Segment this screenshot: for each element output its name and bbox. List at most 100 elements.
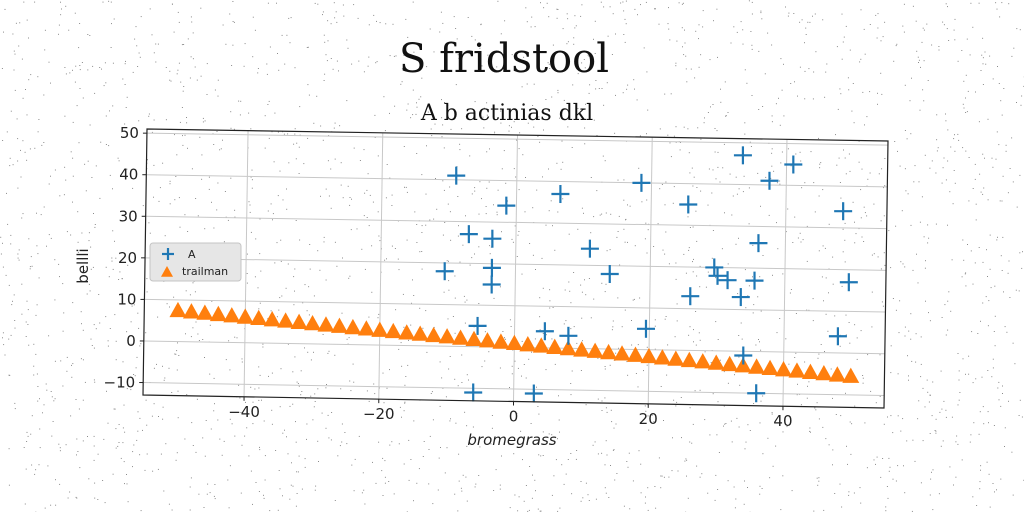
noise-speck [941, 317, 943, 318]
noise-speck [280, 260, 282, 262]
noise-speck [459, 143, 461, 145]
noise-speck [886, 486, 888, 487]
noise-speck [646, 133, 647, 135]
noise-speck [605, 212, 607, 214]
noise-speck [401, 68, 403, 70]
noise-speck [97, 453, 99, 455]
noise-speck [330, 168, 332, 170]
noise-speck [934, 430, 936, 431]
noise-speck [867, 354, 869, 356]
noise-speck [877, 13, 879, 15]
noise-speck [585, 294, 587, 296]
noise-speck [301, 391, 303, 392]
noise-speck [967, 90, 969, 92]
noise-speck [696, 187, 698, 188]
noise-speck [71, 376, 73, 378]
noise-speck [182, 90, 184, 92]
noise-speck [225, 43, 227, 45]
data-point-a [681, 287, 700, 306]
noise-speck [958, 399, 960, 401]
noise-speck [970, 434, 972, 436]
noise-speck [906, 138, 908, 140]
noise-speck [920, 482, 922, 484]
noise-speck [146, 424, 148, 426]
noise-speck [220, 148, 222, 150]
noise-speck [700, 138, 702, 140]
noise-speck [509, 387, 510, 388]
noise-speck [574, 27, 576, 29]
noise-speck [76, 438, 78, 440]
noise-speck [151, 415, 153, 417]
noise-speck [995, 158, 997, 160]
noise-speck [982, 57, 984, 59]
noise-speck [126, 96, 128, 98]
noise-speck [822, 19, 824, 21]
data-point-a [734, 346, 753, 365]
noise-speck [8, 484, 10, 486]
noise-speck [695, 311, 697, 312]
noise-speck [252, 503, 253, 505]
noise-speck [169, 70, 171, 72]
noise-speck [979, 481, 981, 483]
noise-speck [668, 263, 670, 265]
noise-speck [229, 13, 231, 15]
noise-speck [4, 8, 6, 10]
noise-speck [16, 118, 18, 120]
noise-speck [559, 431, 560, 433]
noise-speck [378, 313, 380, 315]
noise-speck [606, 454, 608, 456]
noise-speck [713, 20, 714, 22]
noise-speck [712, 393, 714, 395]
noise-speck [384, 460, 386, 462]
noise-speck [975, 203, 977, 205]
noise-speck [489, 245, 491, 247]
noise-speck [158, 416, 159, 417]
noise-speck [814, 407, 816, 409]
noise-speck [546, 2, 548, 4]
noise-speck [889, 466, 891, 468]
noise-speck [43, 404, 45, 406]
noise-speck [234, 336, 236, 338]
noise-speck [853, 492, 855, 494]
noise-speck [278, 69, 280, 71]
noise-speck [72, 121, 74, 123]
noise-speck [534, 338, 536, 340]
noise-speck [758, 339, 759, 340]
noise-speck [904, 335, 906, 337]
noise-speck [469, 155, 471, 157]
noise-speck [531, 16, 533, 18]
noise-speck [22, 97, 24, 99]
noise-speck [692, 271, 694, 273]
noise-speck [282, 199, 284, 201]
noise-speck [1019, 252, 1021, 254]
noise-speck [680, 142, 681, 143]
noise-speck [931, 415, 933, 417]
noise-speck [447, 318, 449, 320]
data-point-trailman [438, 328, 456, 344]
noise-speck [268, 375, 269, 377]
noise-speck [947, 129, 949, 131]
noise-speck [99, 67, 101, 68]
noise-speck [916, 50, 918, 52]
noise-speck [199, 136, 201, 138]
noise-speck [306, 438, 307, 440]
noise-speck [151, 131, 153, 133]
noise-speck [598, 88, 600, 89]
noise-speck [499, 367, 501, 369]
noise-speck [606, 250, 608, 252]
noise-speck [103, 438, 105, 440]
noise-speck [81, 62, 83, 63]
x-grid-line [243, 130, 249, 397]
noise-speck [302, 302, 304, 304]
noise-speck [780, 509, 782, 511]
noise-speck [818, 477, 820, 479]
noise-speck [943, 24, 945, 26]
noise-speck [81, 323, 82, 325]
noise-speck [565, 473, 567, 475]
noise-speck [416, 482, 418, 484]
noise-speck [910, 338, 912, 340]
noise-speck [28, 344, 30, 346]
noise-speck [155, 61, 157, 63]
noise-speck [171, 509, 173, 511]
